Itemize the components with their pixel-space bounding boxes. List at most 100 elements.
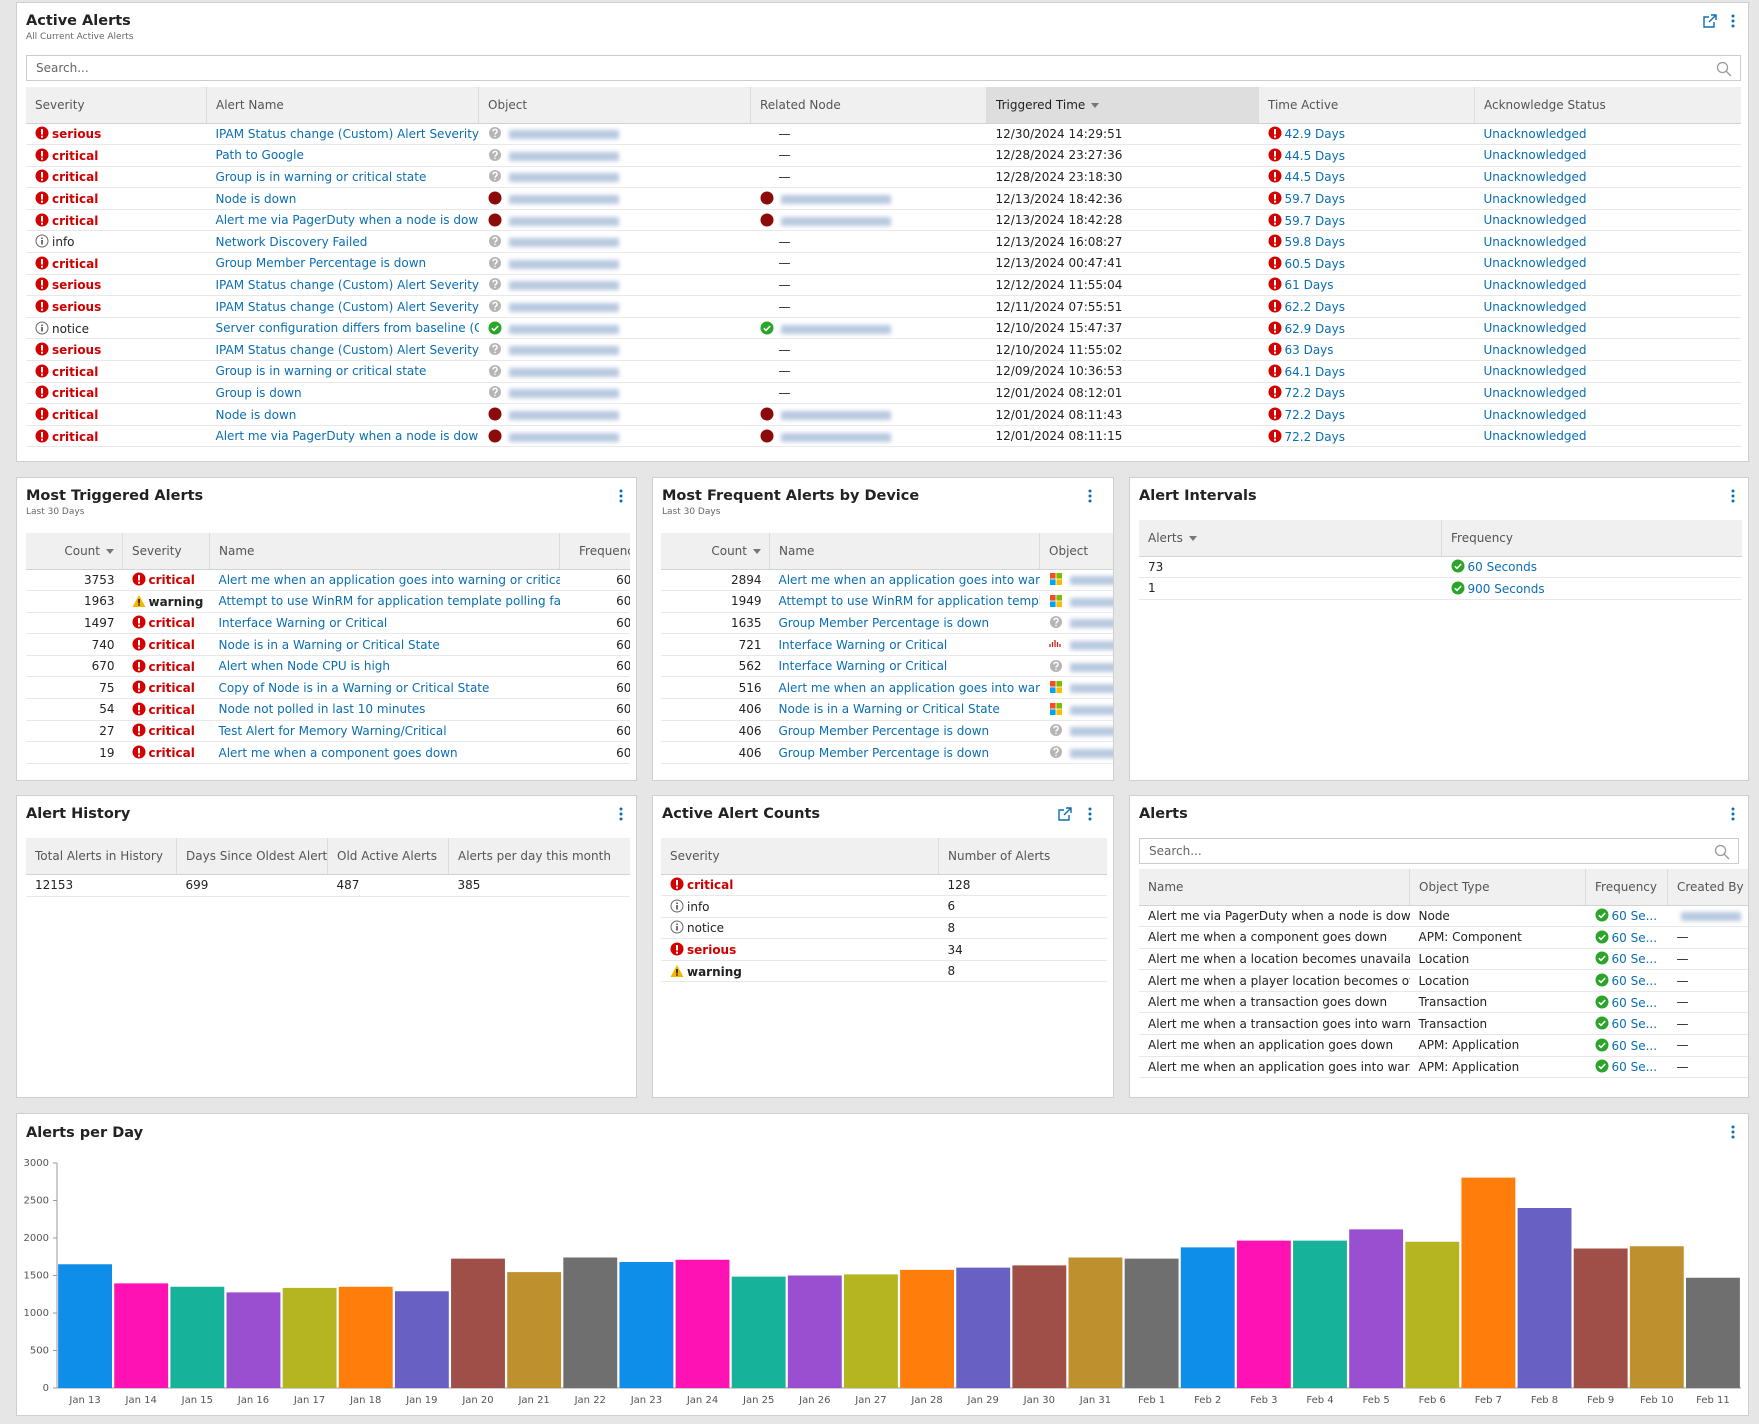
frequency-link[interactable]: 60 Se... bbox=[1611, 1017, 1658, 1032]
panel-menu[interactable] bbox=[618, 806, 624, 822]
search-box[interactable]: Search... bbox=[1139, 838, 1739, 864]
frequency-link[interactable]: 60 Se... bbox=[1611, 909, 1658, 924]
column-header[interactable]: Acknowledge Status bbox=[1474, 87, 1741, 124]
alert-name-link[interactable]: IPAM Status change (Custom) Alert Severi… bbox=[215, 277, 479, 292]
alert-name-link[interactable]: Node is in a Warning or Critical State bbox=[778, 702, 1000, 717]
alert-name-link[interactable]: Group Member Percentage is down bbox=[215, 256, 427, 271]
ack-status-link[interactable]: Unacknowledged bbox=[1483, 429, 1587, 444]
time-active-link[interactable]: 59.7 Days bbox=[1284, 192, 1345, 207]
frequency-link[interactable]: 900 Seconds bbox=[1467, 581, 1545, 596]
panel-menu[interactable] bbox=[1087, 806, 1093, 822]
time-active-link[interactable]: 44.5 Days bbox=[1284, 170, 1345, 185]
alert-name-link[interactable]: Group is down bbox=[215, 385, 302, 400]
ack-status-link[interactable]: Unacknowledged bbox=[1483, 321, 1587, 336]
alert-name-link[interactable]: Alert me when an application goes into w… bbox=[778, 572, 1040, 587]
frequency-link[interactable]: 60 Se... bbox=[1611, 1060, 1658, 1075]
alert-name-link[interactable]: Group is in warning or critical state bbox=[215, 364, 427, 379]
column-header[interactable]: Severity bbox=[26, 87, 207, 124]
alert-name-link[interactable]: Attempt to use WinRM for application tem… bbox=[778, 594, 1040, 609]
column-header[interactable]: Name bbox=[1139, 869, 1410, 906]
alert-name-link[interactable]: Server configuration differs from baseli… bbox=[215, 321, 479, 336]
time-active-link[interactable]: 42.9 Days bbox=[1284, 127, 1345, 142]
open-external[interactable] bbox=[1057, 806, 1073, 822]
ack-status-link[interactable]: Unacknowledged bbox=[1483, 299, 1587, 314]
column-header[interactable]: Old Active Alerts bbox=[327, 838, 449, 875]
alert-name-link[interactable]: Node is down bbox=[215, 407, 297, 422]
column-header[interactable]: Frequency bbox=[1441, 520, 1742, 557]
column-header[interactable]: Total Alerts in History bbox=[26, 838, 177, 875]
column-header[interactable]: Object bbox=[1039, 533, 1113, 570]
time-active-link[interactable]: 64.1 Days bbox=[1284, 364, 1345, 379]
time-active-link[interactable]: 63 Days bbox=[1284, 343, 1334, 358]
ack-status-link[interactable]: Unacknowledged bbox=[1483, 213, 1587, 228]
alert-name-link[interactable]: Network Discovery Failed bbox=[215, 234, 368, 249]
open-external[interactable] bbox=[1702, 13, 1718, 29]
column-header[interactable]: Object Type bbox=[1409, 869, 1586, 906]
frequency-link[interactable]: 60 Se... bbox=[1611, 1038, 1658, 1053]
column-header[interactable]: Count bbox=[26, 533, 123, 570]
ack-status-link[interactable]: Unacknowledged bbox=[1483, 407, 1587, 422]
time-active-link[interactable]: 44.5 Days bbox=[1284, 148, 1345, 163]
alert-name-link[interactable]: Alert me when an application goes into w… bbox=[778, 680, 1040, 695]
alert-name-link[interactable]: Path to Google bbox=[215, 148, 304, 163]
frequency-link[interactable]: 60 Se... bbox=[1611, 952, 1658, 967]
alert-name-link[interactable]: IPAM Status change (Custom) Alert Severi… bbox=[215, 299, 479, 314]
ack-status-link[interactable]: Unacknowledged bbox=[1483, 169, 1587, 184]
frequency-link[interactable]: 60 Se... bbox=[1611, 974, 1658, 989]
panel-menu[interactable] bbox=[1730, 1124, 1736, 1140]
alert-name-link[interactable]: Alert me via PagerDuty when a node is do… bbox=[215, 429, 479, 444]
ack-status-link[interactable]: Unacknowledged bbox=[1483, 256, 1587, 271]
alert-name-link[interactable]: IPAM Status change (Custom) Alert Severi… bbox=[215, 126, 479, 141]
alert-name-link[interactable]: Group is in warning or critical state bbox=[215, 169, 427, 184]
column-header[interactable]: Number of Alerts bbox=[938, 838, 1107, 875]
column-header[interactable]: Object bbox=[478, 87, 751, 124]
column-header[interactable]: Count bbox=[661, 533, 770, 570]
alert-name-link[interactable]: Node is in a Warning or Critical State bbox=[218, 637, 440, 652]
ack-status-link[interactable]: Unacknowledged bbox=[1483, 364, 1587, 379]
time-active-link[interactable]: 59.8 Days bbox=[1284, 235, 1345, 250]
ack-status-link[interactable]: Unacknowledged bbox=[1483, 385, 1587, 400]
alert-name-link[interactable]: IPAM Status change (Custom) Alert Severi… bbox=[215, 342, 479, 357]
column-header[interactable]: Alerts per day this month bbox=[448, 838, 630, 875]
column-header[interactable]: Alerts bbox=[1139, 520, 1442, 557]
ack-status-link[interactable]: Unacknowledged bbox=[1483, 191, 1587, 206]
alert-name-link[interactable]: Group Member Percentage is down bbox=[778, 615, 990, 630]
alert-name-link[interactable]: Copy of Node is in a Warning or Critical… bbox=[218, 680, 490, 695]
column-header[interactable]: Related Node bbox=[750, 87, 987, 124]
time-active-link[interactable]: 62.9 Days bbox=[1284, 321, 1345, 336]
alert-name-link[interactable]: Node not polled in last 10 minutes bbox=[218, 702, 426, 717]
ack-status-link[interactable]: Unacknowledged bbox=[1483, 342, 1587, 357]
alert-name-link[interactable]: Interface Warning or Critical bbox=[778, 659, 948, 674]
alert-name-link[interactable]: Alert me when a component goes down bbox=[218, 745, 458, 760]
ack-status-link[interactable]: Unacknowledged bbox=[1483, 126, 1587, 141]
column-header[interactable]: Severity bbox=[661, 838, 939, 875]
frequency-link[interactable]: 60 Se... bbox=[1611, 930, 1658, 945]
column-header[interactable]: Name bbox=[769, 533, 1040, 570]
frequency-link[interactable]: 60 Se... bbox=[1611, 995, 1658, 1010]
time-active-link[interactable]: 72.2 Days bbox=[1284, 408, 1345, 423]
alert-name-link[interactable]: Attempt to use WinRM for application tem… bbox=[218, 594, 560, 609]
ack-status-link[interactable]: Unacknowledged bbox=[1483, 277, 1587, 292]
panel-menu[interactable] bbox=[1087, 488, 1093, 504]
alert-name-link[interactable]: Test Alert for Memory Warning/Critical bbox=[218, 723, 447, 738]
ack-status-link[interactable]: Unacknowledged bbox=[1483, 234, 1587, 249]
column-header[interactable]: Name bbox=[209, 533, 560, 570]
column-header[interactable]: Time Active bbox=[1258, 87, 1475, 124]
alert-name-link[interactable]: Node is down bbox=[215, 191, 297, 206]
alert-name-link[interactable]: Alert me when an application goes into w… bbox=[218, 572, 560, 587]
alert-name-link[interactable]: Group Member Percentage is down bbox=[778, 723, 990, 738]
column-header[interactable]: Alert Name bbox=[206, 87, 479, 124]
column-header[interactable]: Frequency bbox=[1585, 869, 1668, 906]
time-active-link[interactable]: 59.7 Days bbox=[1284, 213, 1345, 228]
alert-name-link[interactable]: Group Member Percentage is down bbox=[778, 745, 990, 760]
panel-menu[interactable] bbox=[1730, 806, 1736, 822]
time-active-link[interactable]: 60.5 Days bbox=[1284, 256, 1345, 271]
column-header[interactable]: Days Since Oldest Alert bbox=[176, 838, 328, 875]
column-header[interactable]: Frequency bbox=[559, 533, 630, 570]
alert-name-link[interactable]: Alert when Node CPU is high bbox=[218, 659, 391, 674]
frequency-link[interactable]: 60 Seconds bbox=[1467, 560, 1538, 575]
time-active-link[interactable]: 61 Days bbox=[1284, 278, 1334, 293]
column-header[interactable]: Severity bbox=[122, 533, 210, 570]
panel-menu[interactable] bbox=[1730, 13, 1736, 29]
panel-menu[interactable] bbox=[618, 488, 624, 504]
